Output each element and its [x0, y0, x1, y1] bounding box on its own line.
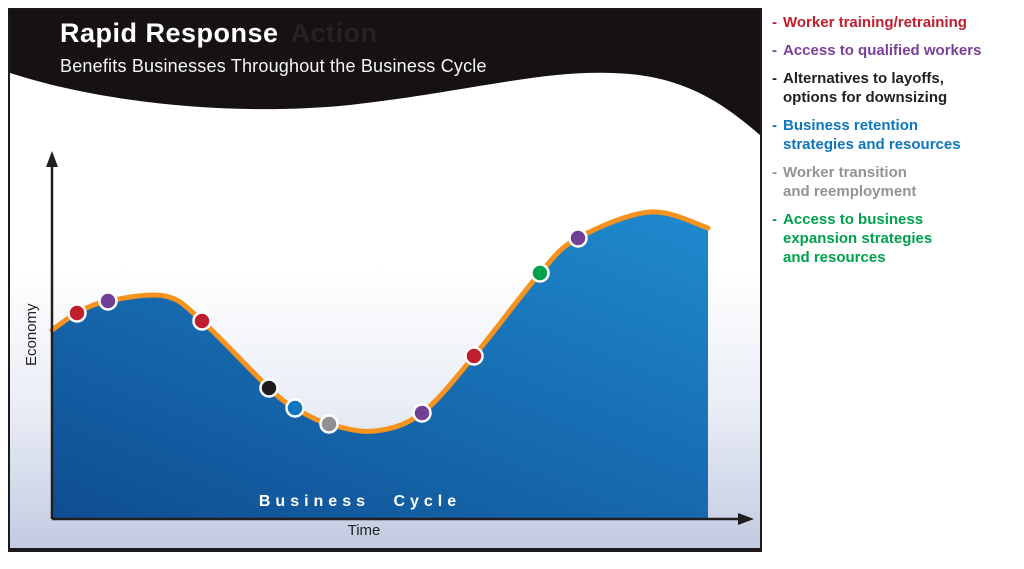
legend-item-worker-transition: - Worker transition and reemployment	[772, 163, 1020, 201]
legend-dash: -	[772, 117, 777, 134]
legend-label: Access to qualified workers	[783, 42, 982, 59]
legend-item-business-retention: - Business retention strategies and resour…	[772, 116, 1020, 154]
legend-label: Access to business expansion strategies an…	[783, 211, 933, 266]
legend-label: Worker training/retraining	[783, 14, 967, 31]
legend-item-alternatives-layoffs: - Alternatives to layoffs, options for dow…	[772, 69, 1020, 107]
legend-dash: -	[772, 42, 777, 59]
legend-label: Alternatives to layoffs, options for down…	[783, 70, 948, 106]
business-cycle-chart: Worker training/retraining Access to qual…	[46, 151, 754, 525]
cycle-marker: Business retention strategies and resour…	[285, 398, 305, 418]
cycle-area-fill	[52, 211, 708, 520]
legend-item-business-expansion: - Access to business expansion strategies a…	[772, 210, 1020, 267]
cycle-marker: Access to qualified workers	[98, 291, 118, 311]
legend-label: Worker transition and reemployment	[783, 164, 917, 200]
header-wave-shape	[10, 10, 760, 135]
cycle-marker: Worker training/retraining	[464, 346, 484, 366]
legend: - Worker training/retraining - Access to qu…	[772, 13, 1020, 276]
chart-panel: Worker training/retraining Access to qual…	[8, 8, 762, 552]
x-axis-label: Time	[347, 522, 381, 539]
cycle-marker: Worker training/retraining	[192, 311, 212, 331]
legend-dash: -	[772, 70, 777, 87]
legend-label: Business retention strategies and resourc…	[783, 117, 961, 153]
y-axis-label: Economy	[23, 303, 40, 367]
page-title-ghost: Action	[290, 18, 378, 48]
header: Rapid Response Action Benefits Businesses…	[60, 18, 487, 77]
cycle-marker: Access to business expansion strategies …	[530, 263, 550, 283]
legend-dash: -	[772, 14, 777, 31]
cycle-marker: Access to qualified workers	[412, 403, 432, 423]
business-cycle-label: Business Cycle	[258, 493, 462, 510]
legend-item-qualified-workers: - Access to qualified workers	[772, 41, 1020, 60]
cycle-marker: Alternatives to layoffs, options for dow…	[259, 378, 279, 398]
axes	[46, 151, 754, 525]
page-title: Rapid Response	[60, 18, 279, 48]
legend-item-worker-training: - Worker training/retraining	[772, 13, 1020, 32]
x-axis-arrow-icon	[738, 513, 754, 525]
cycle-marker: Worker transition and reemployment	[319, 414, 339, 434]
page-subtitle: Benefits Businesses Throughout the Busin…	[60, 56, 487, 76]
legend-dash: -	[772, 164, 777, 181]
cycle-marker: Worker training/retraining	[67, 303, 87, 323]
y-axis-arrow-icon	[46, 151, 58, 167]
cycle-marker: Access to qualified workers	[568, 228, 588, 248]
header-wave	[10, 10, 760, 135]
cycle-markers: Worker training/retraining Access to qual…	[67, 228, 588, 434]
legend-dash: -	[772, 211, 777, 228]
